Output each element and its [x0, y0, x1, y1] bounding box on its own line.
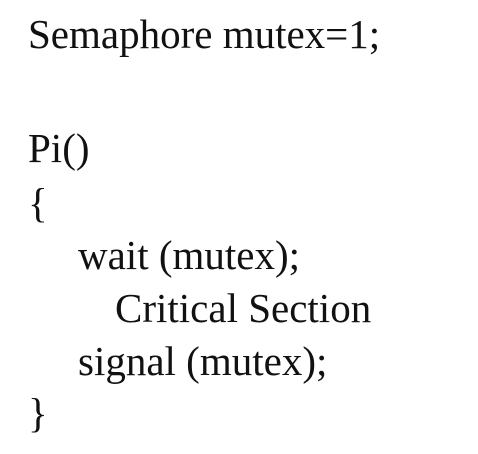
semaphore-declaration: Semaphore mutex=1; — [28, 11, 381, 57]
close-brace: } — [28, 390, 48, 436]
critical-section-label: Critical Section — [115, 285, 372, 331]
wait-statement: wait (mutex); — [78, 232, 301, 278]
signal-statement: signal (mutex); — [78, 338, 328, 384]
process-header: Pi() — [28, 125, 90, 171]
open-brace: { — [28, 180, 48, 226]
